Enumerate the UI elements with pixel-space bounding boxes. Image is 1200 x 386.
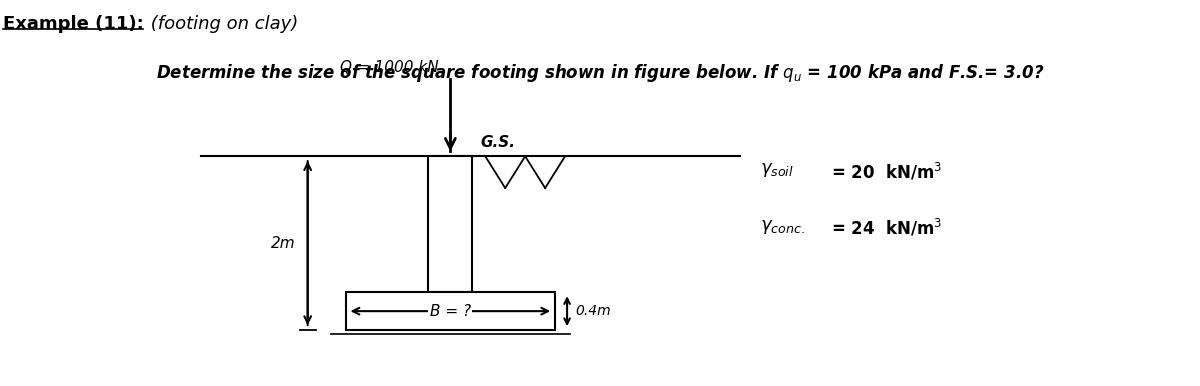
Bar: [428, 156, 473, 292]
Text: = 20  kN/m$^3$: = 20 kN/m$^3$: [832, 161, 943, 182]
Text: $\gamma_{conc.}$: $\gamma_{conc.}$: [760, 218, 804, 236]
Text: B = ?: B = ?: [430, 304, 470, 319]
Text: (footing on clay): (footing on clay): [145, 15, 299, 33]
Text: G.S.: G.S.: [480, 135, 515, 150]
Text: Q = 1000 kN: Q = 1000 kN: [340, 60, 438, 75]
Text: Determine the size of the square footing shown in figure below. If $q_{u}$ = 100: Determine the size of the square footing…: [156, 62, 1044, 84]
Text: 0.4m: 0.4m: [575, 304, 611, 318]
Text: $\gamma_{soil}$: $\gamma_{soil}$: [760, 161, 793, 179]
Text: 2m: 2m: [271, 235, 295, 251]
Bar: [346, 292, 556, 330]
Text: = 24  kN/m$^3$: = 24 kN/m$^3$: [832, 218, 943, 239]
Text: Example (11):: Example (11):: [4, 15, 144, 33]
